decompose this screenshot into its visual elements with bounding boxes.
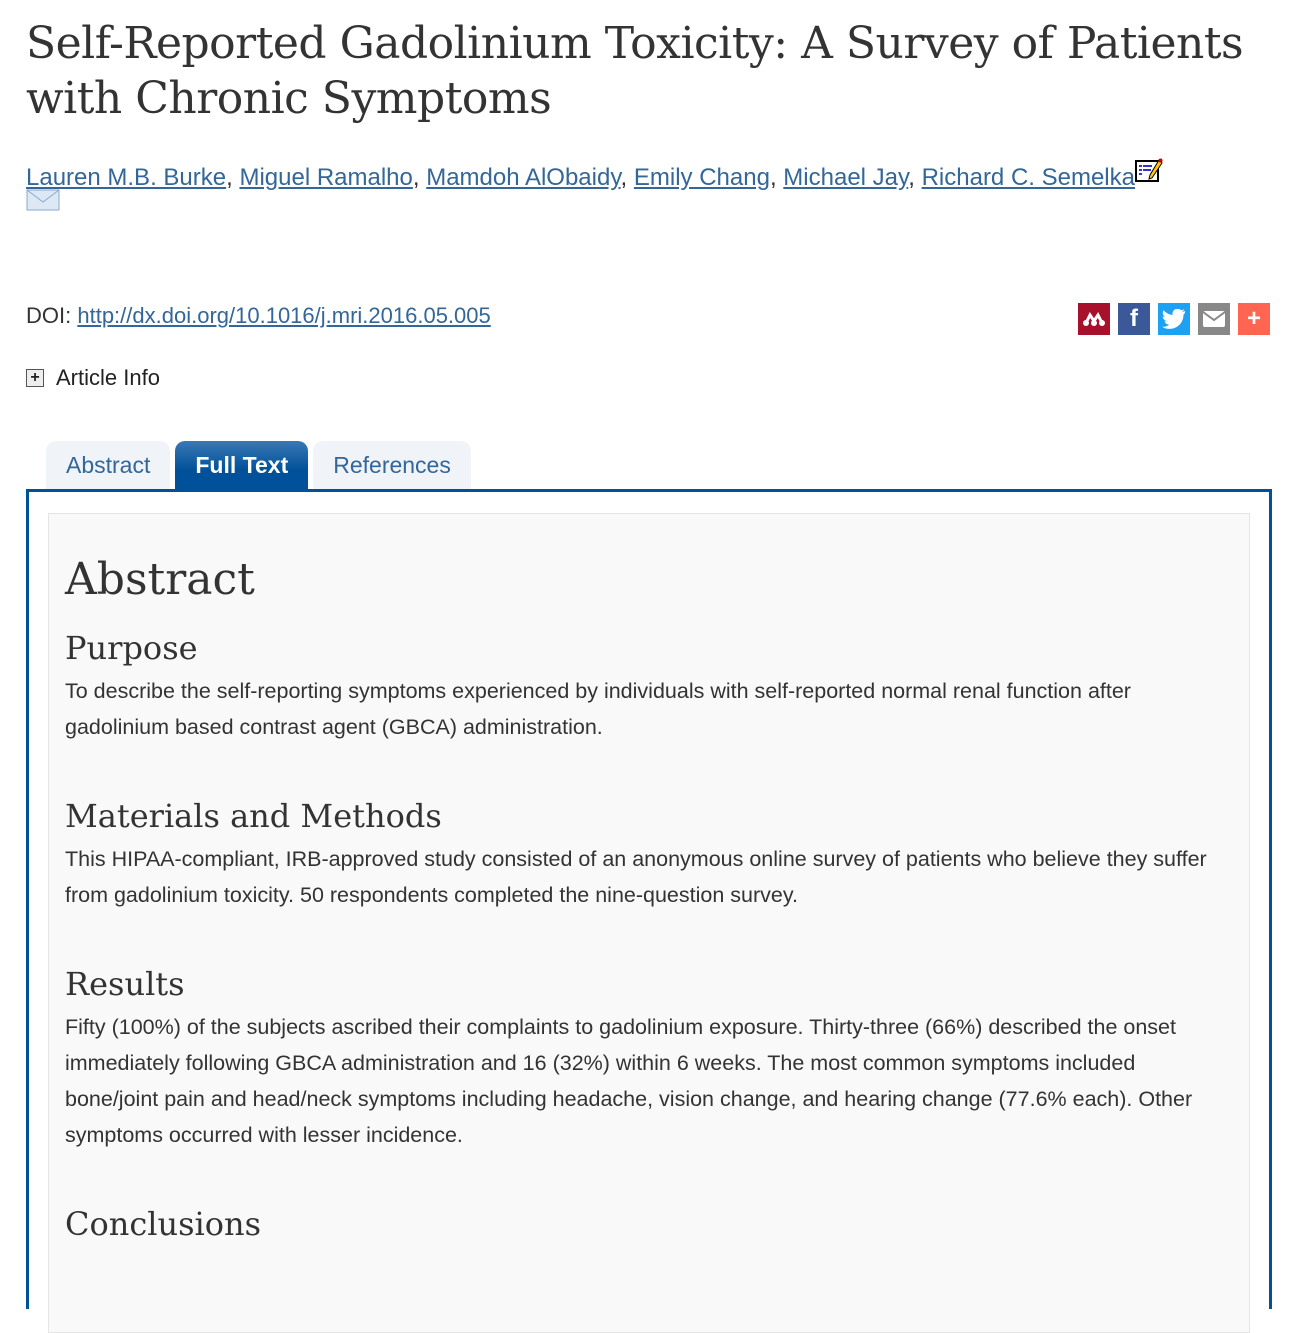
author-link[interactable]: Michael Jay — [783, 164, 909, 191]
email-author-icon[interactable] — [26, 188, 60, 211]
mendeley-icon[interactable] — [1078, 303, 1110, 335]
author-link[interactable]: Miguel Ramalho — [239, 164, 413, 191]
section-text: This HIPAA-compliant, IRB-approved study… — [65, 847, 1207, 907]
section-heading: Materials and Methods — [65, 797, 442, 835]
plus-icon[interactable]: + — [1238, 303, 1270, 335]
author-list: Lauren M.B. Burke, Miguel Ramalho, Mamdo… — [26, 158, 1276, 211]
article-title: Self-Reported Gadolinium Toxicity: A Sur… — [26, 18, 1244, 124]
tab-abstract[interactable]: Abstract — [46, 441, 171, 490]
section-text: To describe the self-reporting symptoms … — [65, 679, 1131, 739]
twitter-icon[interactable] — [1158, 303, 1190, 335]
abstract-heading: Abstract — [65, 554, 255, 605]
tab-bar: Abstract Full Text References — [46, 441, 471, 490]
section-heading: Purpose — [65, 629, 198, 667]
share-bar: f + — [1078, 303, 1270, 335]
tab-references[interactable]: References — [313, 441, 471, 490]
correspondence-edit-icon[interactable] — [1135, 158, 1163, 184]
email-icon[interactable] — [1198, 303, 1230, 335]
author-link[interactable]: Richard C. Semelka — [921, 164, 1135, 191]
tab-full-text[interactable]: Full Text — [175, 441, 309, 490]
author-link[interactable]: Emily Chang — [633, 164, 770, 191]
facebook-icon[interactable]: f — [1118, 303, 1150, 335]
section-text: Fifty (100%) of the subjects ascribed th… — [65, 1015, 1193, 1147]
doi: DOI: http://dx.doi.org/10.1016/j.mri.201… — [26, 303, 491, 329]
tab-content: Abstract Purpose To describe the self-re… — [26, 489, 1272, 1333]
article-info-toggle[interactable]: + Article Info — [26, 365, 160, 391]
doi-label: DOI: — [26, 303, 72, 328]
expand-icon: + — [26, 369, 44, 387]
abstract-panel: Abstract Purpose To describe the self-re… — [48, 513, 1250, 1333]
article-info-label: Article Info — [56, 365, 160, 390]
doi-link[interactable]: http://dx.doi.org/10.1016/j.mri.2016.05.… — [77, 303, 491, 328]
section-heading: Results — [65, 965, 185, 1003]
author-link[interactable]: Mamdoh AlObaidy — [426, 164, 621, 191]
author-link[interactable]: Lauren M.B. Burke — [26, 164, 227, 191]
section-heading: Conclusions — [65, 1205, 262, 1243]
